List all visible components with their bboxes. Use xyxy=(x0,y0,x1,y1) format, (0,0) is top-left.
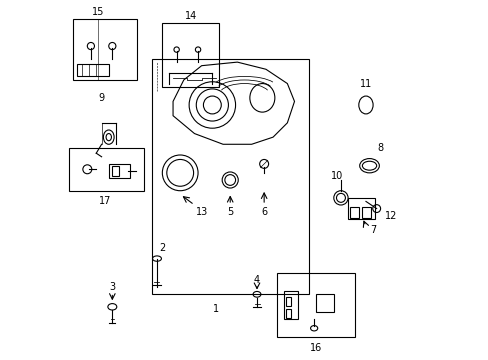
Text: 10: 10 xyxy=(330,171,343,181)
Bar xyxy=(283,291,298,319)
Bar xyxy=(285,297,290,306)
Bar xyxy=(162,23,219,87)
Text: 11: 11 xyxy=(359,78,371,89)
Text: 3: 3 xyxy=(109,282,115,292)
Text: 15: 15 xyxy=(92,7,104,17)
Text: 7: 7 xyxy=(369,225,375,235)
Bar xyxy=(112,166,119,176)
Bar xyxy=(285,309,290,318)
Text: 8: 8 xyxy=(376,143,383,153)
Text: 16: 16 xyxy=(309,343,322,353)
Text: 1: 1 xyxy=(212,303,219,314)
Bar xyxy=(151,59,308,294)
Text: 14: 14 xyxy=(184,11,197,21)
Text: 5: 5 xyxy=(226,207,233,217)
Bar xyxy=(347,198,374,219)
Text: 2: 2 xyxy=(159,243,165,253)
Text: 4: 4 xyxy=(253,275,260,285)
Bar xyxy=(276,273,354,337)
Text: 9: 9 xyxy=(99,93,104,103)
Bar xyxy=(315,294,333,312)
Text: 17: 17 xyxy=(99,197,111,206)
Text: 13: 13 xyxy=(195,207,207,217)
Bar xyxy=(69,148,144,191)
Text: 12: 12 xyxy=(384,211,396,221)
Bar xyxy=(349,207,358,217)
Bar xyxy=(362,207,370,217)
Text: 6: 6 xyxy=(261,207,266,217)
Bar xyxy=(77,64,108,76)
Bar xyxy=(108,164,130,178)
Bar xyxy=(73,19,137,80)
